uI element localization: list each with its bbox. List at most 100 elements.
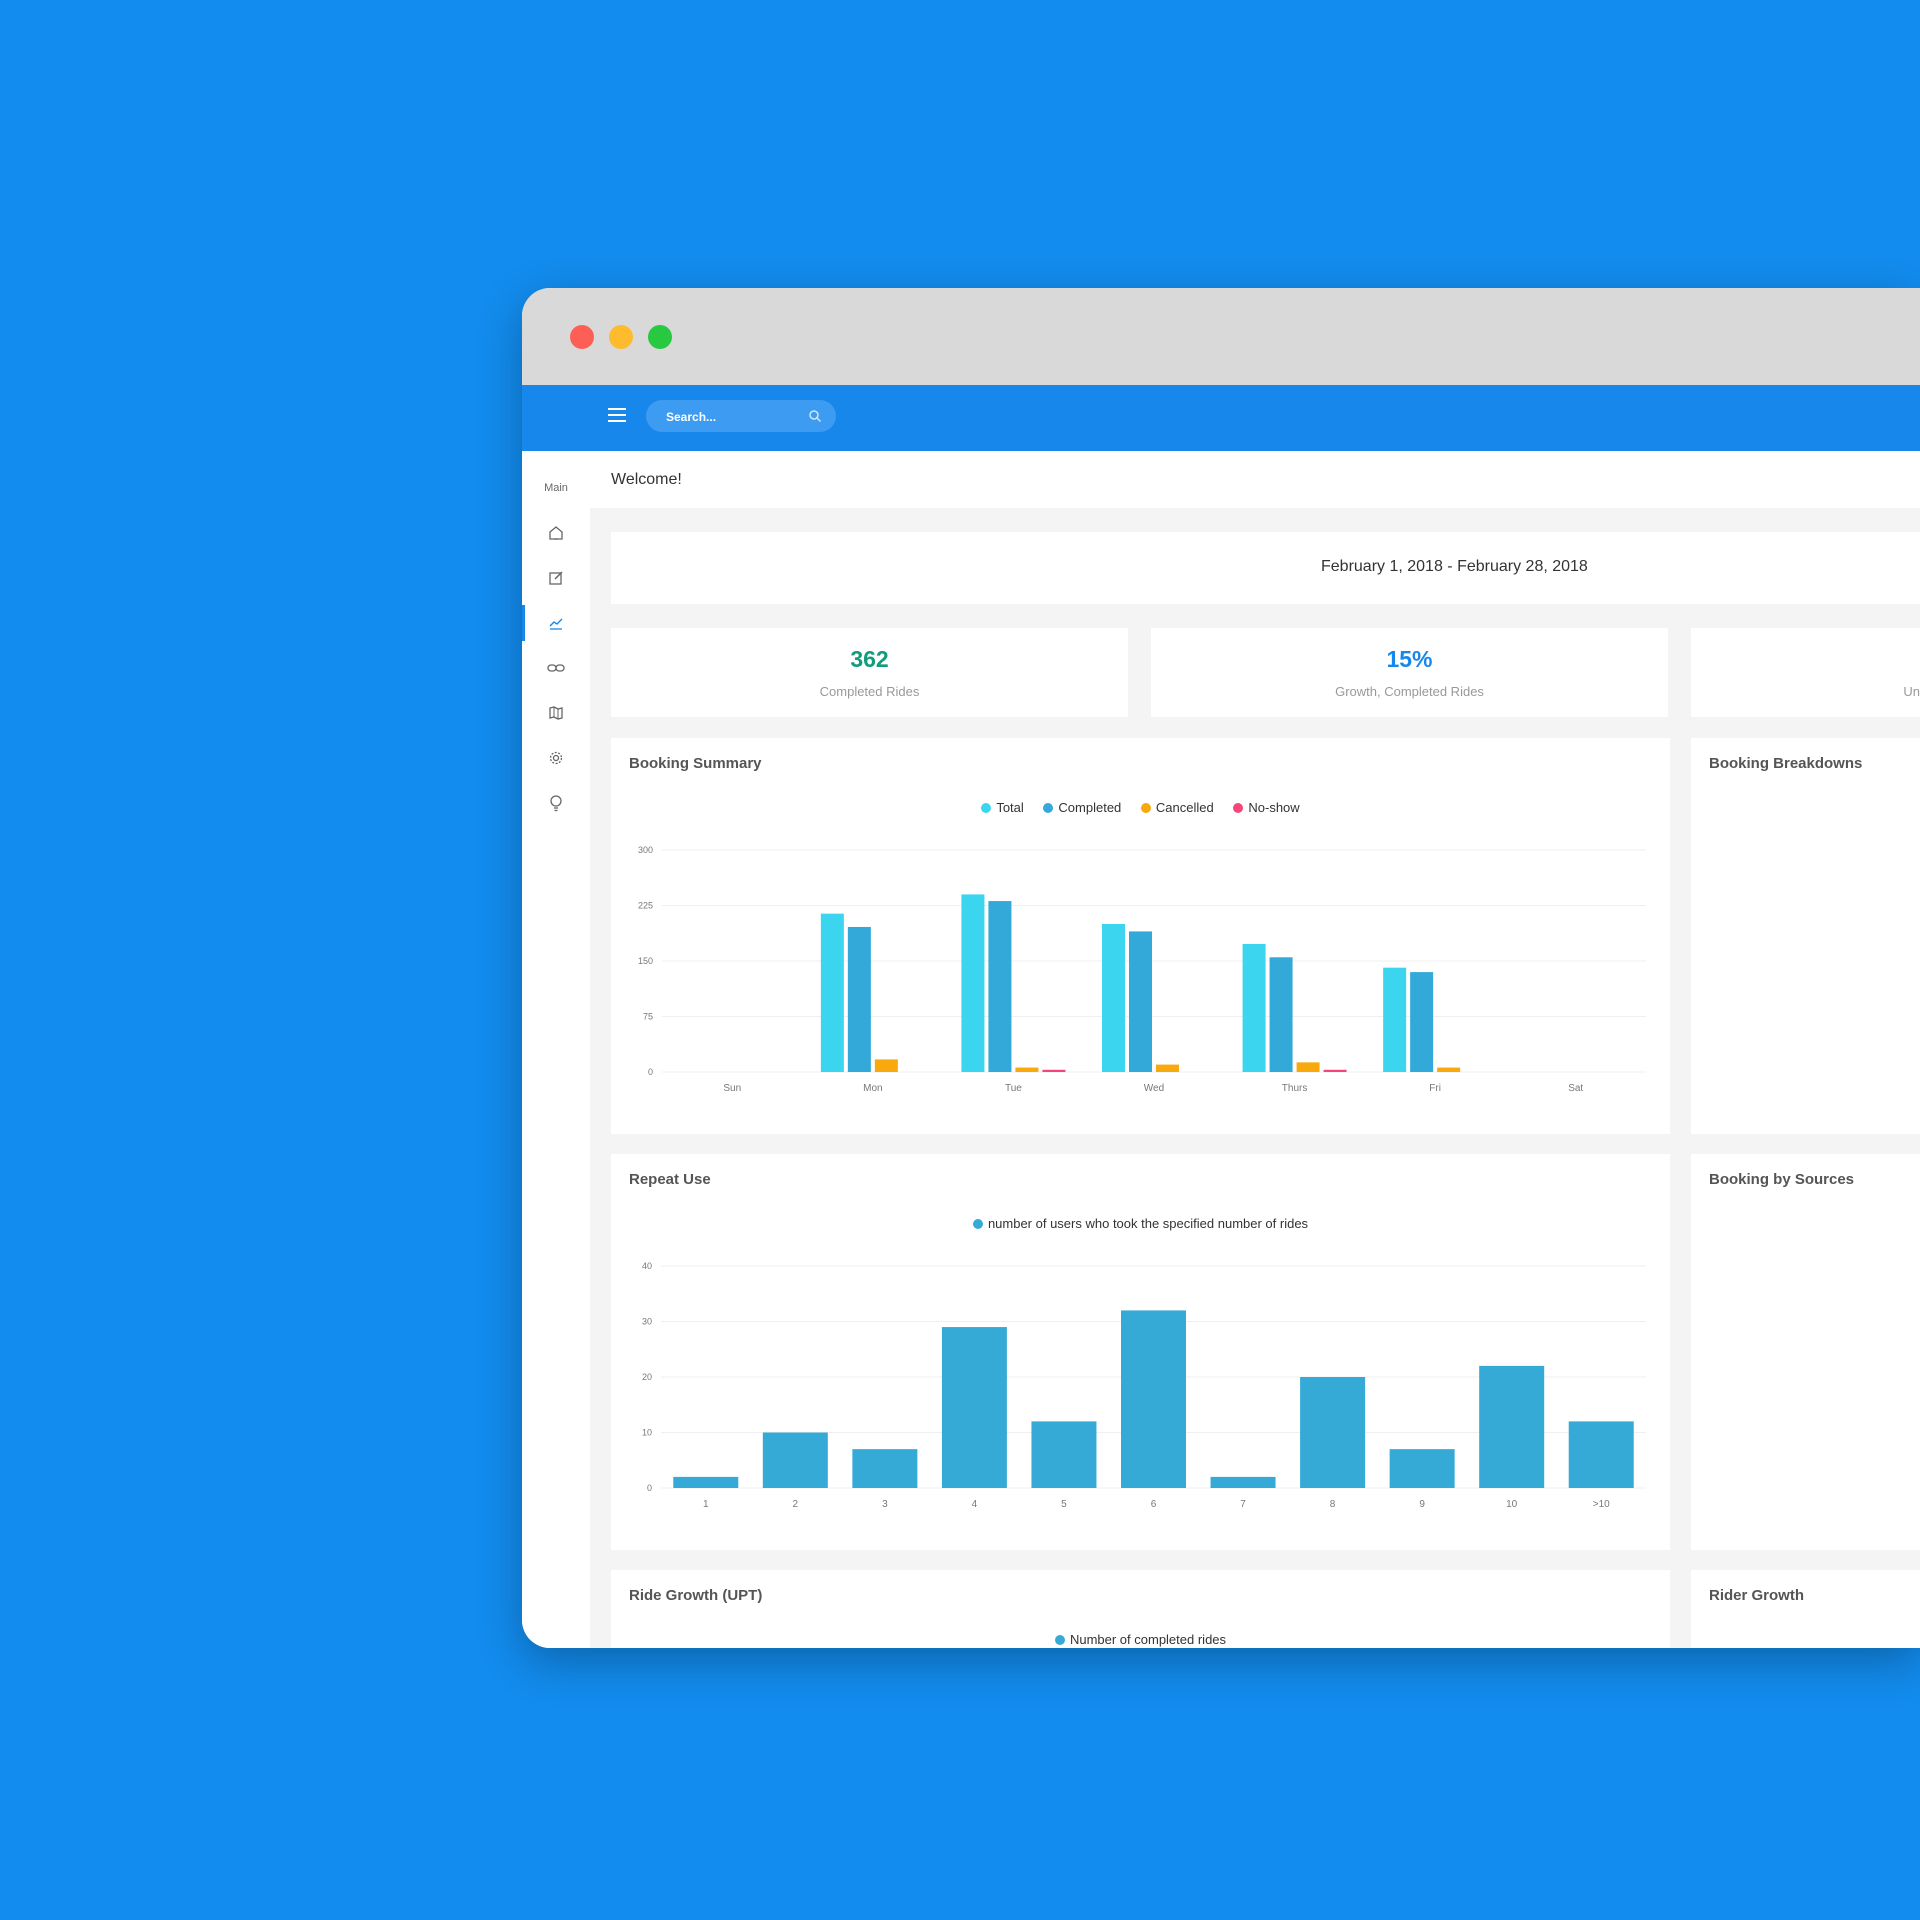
bar — [1102, 924, 1125, 1072]
edit-icon — [548, 570, 564, 586]
repeat-use-card: Repeat Use number of users who took the … — [611, 1154, 1670, 1550]
sidebar-item-edit[interactable] — [522, 558, 590, 598]
date-range-picker[interactable]: February 1, 2018 - February 28, 2018 — [1321, 558, 1588, 576]
x-tick-label: Fri — [1429, 1083, 1441, 1094]
x-tick-label: 6 — [1151, 1499, 1157, 1510]
x-tick-label: 7 — [1240, 1499, 1246, 1510]
bar — [821, 914, 844, 1072]
bar — [673, 1477, 738, 1488]
ride-growth-card: Ride Growth (UPT) Number of completed ri… — [611, 1570, 1670, 1648]
bar — [1479, 1366, 1544, 1488]
link-icon — [547, 662, 565, 674]
sidebar-item-links[interactable] — [522, 648, 590, 688]
lightbulb-icon — [548, 794, 564, 812]
x-tick-label: 10 — [1506, 1499, 1518, 1510]
x-tick-label: 8 — [1330, 1499, 1336, 1510]
stat-value: 362 — [611, 646, 1128, 673]
search-box[interactable] — [646, 400, 836, 432]
x-tick-label: Sun — [723, 1083, 741, 1094]
chart-icon — [548, 615, 564, 631]
settings-icon — [548, 750, 564, 766]
date-range-card: February 1, 2018 - February 28, 2018 — [611, 532, 1920, 604]
stat-value: 15% — [1151, 646, 1668, 673]
browser-window: Main Welcome! February 1, 2018 - Februar… — [522, 288, 1920, 1648]
welcome-bar: Welcome! — [590, 451, 1920, 508]
sidebar-item-ideas[interactable] — [522, 783, 590, 823]
sidebar: Main — [522, 451, 590, 1648]
rider-growth-card: Rider Growth — [1691, 1570, 1920, 1648]
stat-card-third: Un — [1691, 628, 1920, 717]
booking-summary-chart: 0 75 150 225 300 Sun Mon Tue Wed Thurs Fri Sat — [611, 738, 1670, 1134]
sidebar-item-map[interactable] — [522, 693, 590, 733]
bar — [1383, 968, 1406, 1072]
bar — [1270, 957, 1293, 1072]
window-titlebar — [522, 288, 1920, 385]
bar — [763, 1433, 828, 1489]
bar — [1324, 1070, 1347, 1072]
bar — [1211, 1477, 1276, 1488]
card-title: Booking by Sources — [1709, 1171, 1854, 1188]
bar — [848, 927, 871, 1072]
legend-label: Number of completed rides — [1070, 1632, 1226, 1647]
sidebar-item-home[interactable] — [522, 513, 590, 553]
minimize-window-button[interactable] — [609, 325, 633, 349]
x-tick-label: Tue — [1005, 1083, 1022, 1094]
sidebar-item-analytics[interactable] — [522, 603, 590, 643]
x-tick-label: Mon — [863, 1083, 882, 1094]
bar — [1390, 1449, 1455, 1488]
stat-card-growth: 15% Growth, Completed Rides — [1151, 628, 1668, 717]
sidebar-item-settings[interactable] — [522, 738, 590, 778]
bar — [1121, 1310, 1186, 1488]
bar — [1297, 1062, 1320, 1072]
x-tick-label: Sat — [1568, 1083, 1583, 1094]
maximize-window-button[interactable] — [648, 325, 672, 349]
bar — [1300, 1377, 1365, 1488]
home-icon — [548, 525, 564, 541]
welcome-heading: Welcome! — [611, 471, 682, 489]
bar — [1042, 1070, 1065, 1072]
x-tick-label: >10 — [1593, 1499, 1610, 1510]
x-tick-label: 5 — [1061, 1499, 1067, 1510]
bar — [1156, 1065, 1179, 1072]
card-title: Rider Growth — [1709, 1587, 1804, 1604]
bar — [942, 1327, 1007, 1488]
search-icon[interactable] — [808, 409, 822, 423]
y-tick-label: 30 — [642, 1317, 652, 1327]
chart-legend: Number of completed rides — [611, 1632, 1670, 1647]
bar — [988, 901, 1011, 1072]
app-topbar — [522, 385, 1920, 451]
bar — [875, 1059, 898, 1072]
bar — [1243, 944, 1266, 1072]
x-tick-label: 3 — [882, 1499, 888, 1510]
y-tick-label: 225 — [638, 901, 653, 911]
y-tick-label: 0 — [647, 1483, 652, 1493]
map-icon — [548, 705, 564, 721]
x-tick-label: 2 — [793, 1499, 799, 1510]
y-tick-label: 0 — [648, 1067, 653, 1077]
close-window-button[interactable] — [570, 325, 594, 349]
bar — [1031, 1421, 1096, 1488]
y-tick-label: 300 — [638, 845, 653, 855]
x-tick-label: 1 — [703, 1499, 709, 1510]
x-tick-label: 4 — [972, 1499, 978, 1510]
y-tick-label: 150 — [638, 956, 653, 966]
booking-breakdowns-card: Booking Breakdowns — [1691, 738, 1920, 1134]
bar — [1015, 1068, 1038, 1072]
y-tick-label: 10 — [642, 1428, 652, 1438]
y-tick-label: 20 — [642, 1372, 652, 1382]
bar — [852, 1449, 917, 1488]
bar — [1569, 1421, 1634, 1488]
bar — [1437, 1068, 1460, 1072]
card-title: Ride Growth (UPT) — [629, 1587, 762, 1604]
legend-dot — [1055, 1635, 1065, 1645]
search-input[interactable] — [664, 400, 808, 434]
stat-label: Growth, Completed Rides — [1151, 684, 1668, 699]
legend-item-completed-rides[interactable]: Number of completed rides — [1055, 1632, 1226, 1647]
stat-card-completed-rides: 362 Completed Rides — [611, 628, 1128, 717]
bar — [1410, 972, 1433, 1072]
x-tick-label: Wed — [1144, 1083, 1164, 1094]
x-tick-label: 9 — [1419, 1499, 1425, 1510]
hamburger-menu-icon[interactable] — [608, 408, 626, 424]
bar — [1129, 931, 1152, 1072]
bar — [961, 894, 984, 1072]
